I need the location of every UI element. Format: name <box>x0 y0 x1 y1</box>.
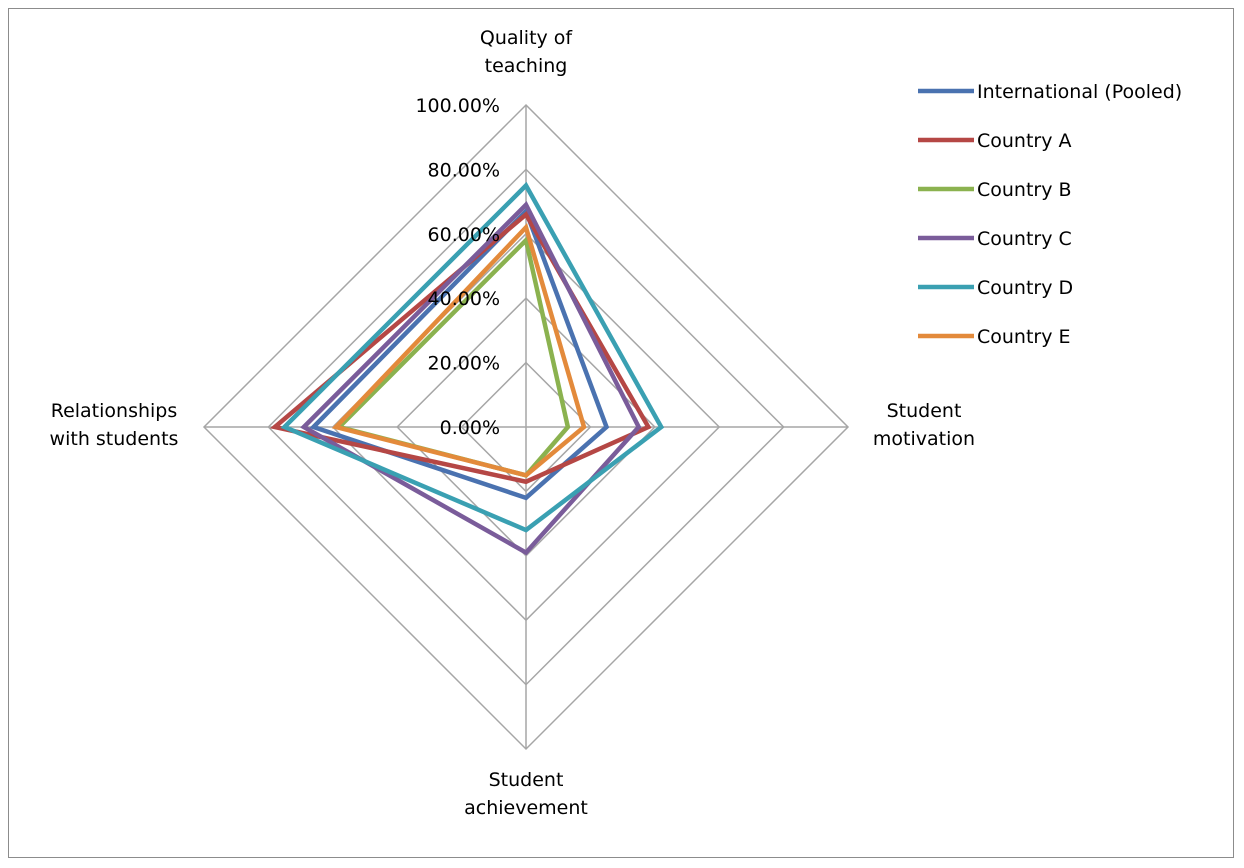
axis-label: Student motivation <box>873 400 975 450</box>
series-line <box>269 211 652 485</box>
legend-item: Country C <box>918 228 1072 250</box>
legend-item: Country A <box>918 130 1072 152</box>
axis-labels: Quality of teaching Student motivation Stude… <box>50 27 976 819</box>
legend-label: Country A <box>977 130 1072 152</box>
axis-label: Quality of teaching <box>480 27 574 77</box>
chart-frame <box>8 8 1234 858</box>
legend-label: Country D <box>977 277 1073 299</box>
legend-label: Country E <box>977 326 1071 348</box>
legend: International (Pooled) Country A Country B… <box>918 81 1182 348</box>
legend-item: Country B <box>918 179 1072 201</box>
tick-label: 80.00% <box>428 159 500 181</box>
legend-item: Country E <box>918 326 1071 348</box>
series-line <box>309 207 610 501</box>
legend-item: Country D <box>918 277 1073 299</box>
axis-label: Relationships with students <box>50 400 179 450</box>
tick-label: 60.00% <box>428 224 500 246</box>
tick-label: 100.00% <box>415 95 500 117</box>
tick-label: 20.00% <box>428 353 500 375</box>
series-layer <box>269 181 665 556</box>
tick-label: 0.00% <box>440 417 500 439</box>
tick-labels: 0.00% 20.00% 40.00% 60.00% 80.00% 100.00% <box>415 95 500 439</box>
legend-label: Country C <box>977 228 1072 250</box>
legend-label: International (Pooled) <box>977 81 1182 103</box>
axis-label: Student achievement <box>464 769 588 819</box>
grid-layer <box>202 103 850 751</box>
legend-item: International (Pooled) <box>918 81 1182 103</box>
tick-label: 40.00% <box>428 288 500 310</box>
series-line <box>331 222 587 478</box>
series-line <box>300 201 642 556</box>
legend-label: Country B <box>977 179 1072 201</box>
series-line <box>280 181 665 533</box>
